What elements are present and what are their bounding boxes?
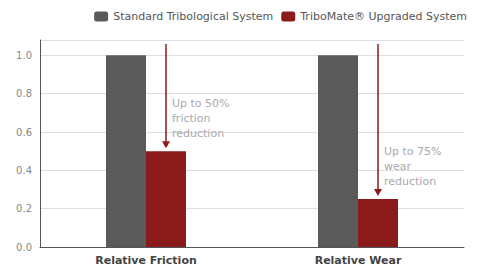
- svg-text:reduction: reduction: [384, 175, 436, 188]
- svg-text:Standard Tribological System: Standard Tribological System: [113, 10, 273, 23]
- svg-text:0.6: 0.6: [16, 127, 32, 138]
- svg-text:wear: wear: [384, 160, 412, 173]
- svg-text:Relative Wear: Relative Wear: [315, 254, 402, 267]
- svg-text:Relative Friction: Relative Friction: [95, 254, 197, 267]
- svg-text:friction: friction: [172, 112, 211, 125]
- svg-text:Up to 50%: Up to 50%: [172, 97, 230, 110]
- svg-text:0.2: 0.2: [16, 203, 32, 214]
- svg-text:1.0: 1.0: [16, 50, 32, 61]
- svg-text:TriboMate® Upgraded System: TriboMate® Upgraded System: [299, 10, 467, 23]
- svg-text:0.0: 0.0: [16, 242, 32, 253]
- svg-text:0.8: 0.8: [16, 88, 32, 99]
- svg-text:reduction: reduction: [172, 127, 224, 140]
- svg-text:0.4: 0.4: [16, 165, 32, 176]
- svg-text:Up to 75%: Up to 75%: [384, 145, 442, 158]
